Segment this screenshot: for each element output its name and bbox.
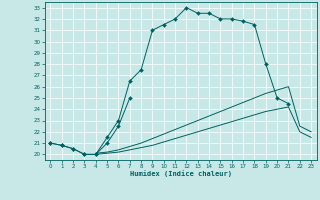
X-axis label: Humidex (Indice chaleur): Humidex (Indice chaleur) [130, 171, 232, 177]
